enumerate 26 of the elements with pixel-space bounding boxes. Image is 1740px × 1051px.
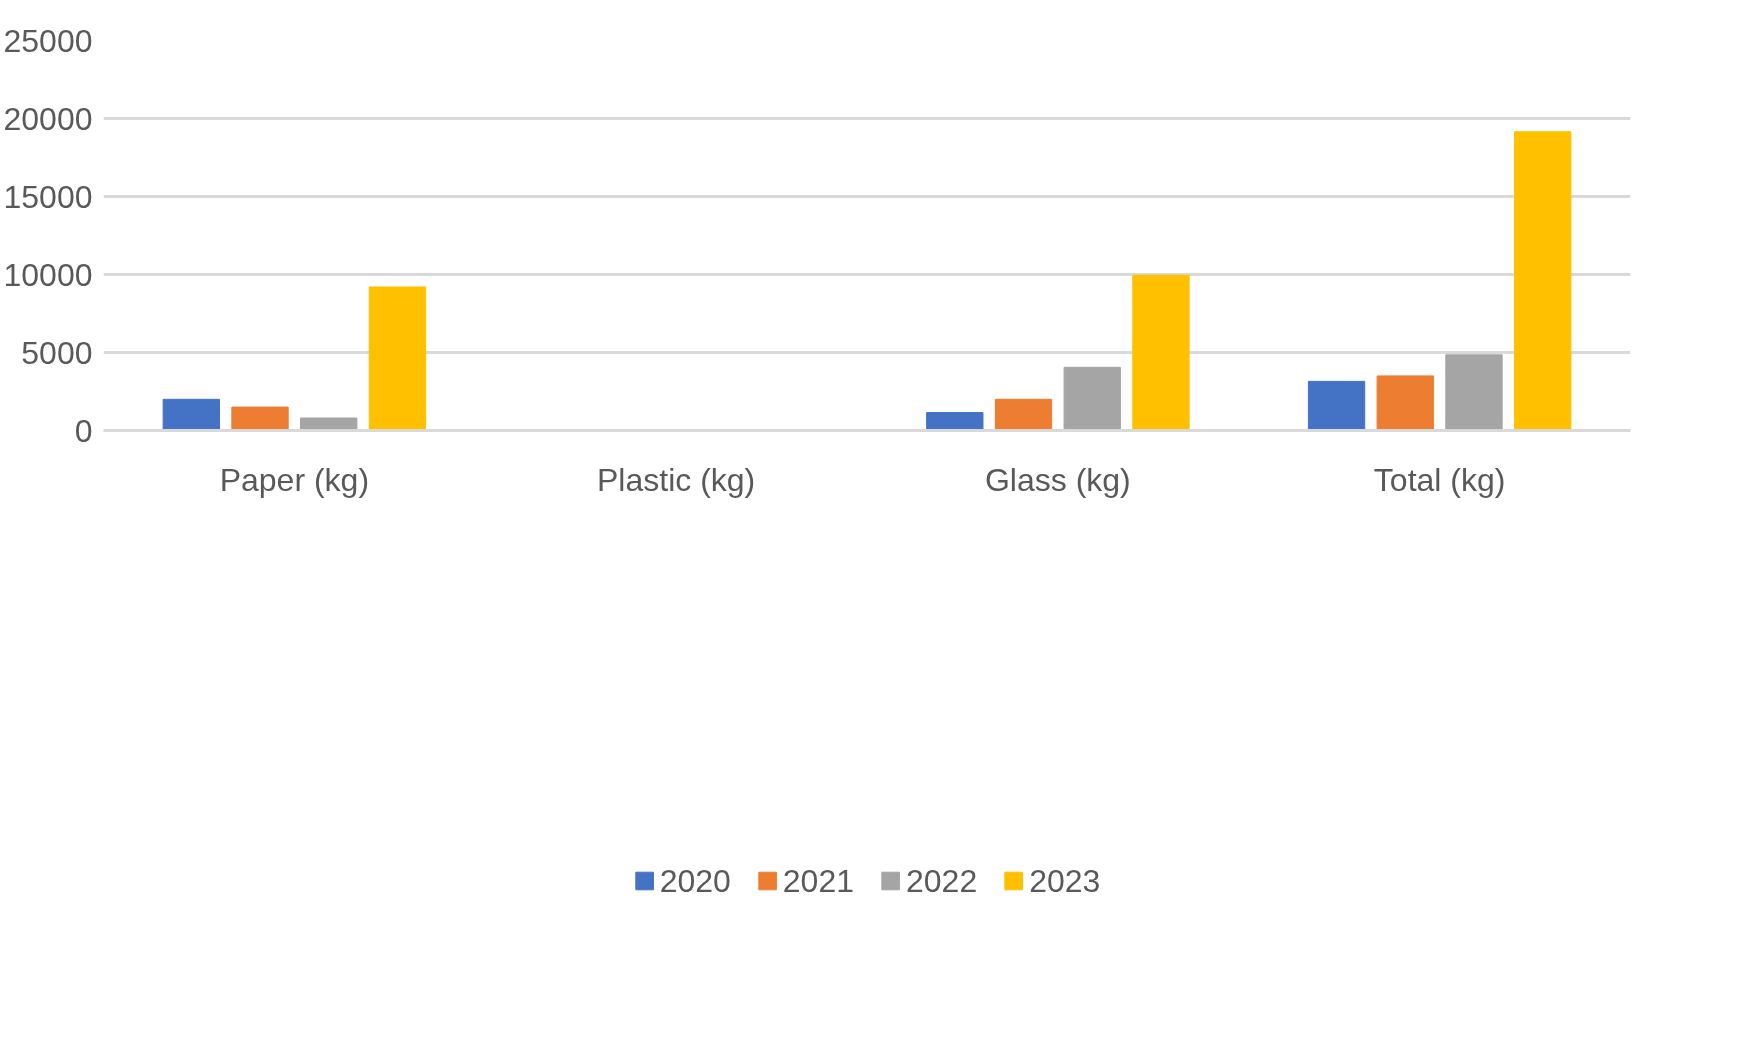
bar (994, 398, 1053, 431)
y-tick-label: 0 (74, 412, 93, 449)
bar (368, 286, 427, 431)
bar (926, 412, 984, 431)
y-tick-label: 15000 (3, 178, 93, 215)
bar (1376, 375, 1434, 431)
y-tick-label: 10000 (3, 256, 93, 293)
y-tick-label: 20000 (3, 100, 93, 137)
legend-label: 2023 (1029, 862, 1101, 900)
bar (1445, 354, 1503, 431)
y-tick-label: 25000 (3, 22, 93, 59)
x-tick-label: Paper (kg) (219, 461, 370, 498)
bar (231, 406, 289, 431)
bar (1063, 366, 1121, 431)
bar (1132, 274, 1190, 431)
legend-label: 2022 (906, 862, 978, 900)
bar (1307, 380, 1366, 431)
legend-label: 2021 (782, 862, 854, 900)
legend-label: 2020 (659, 862, 731, 900)
y-tick-label: 5000 (21, 334, 93, 371)
bar (162, 398, 220, 431)
bar (1514, 131, 1572, 431)
x-tick-label: Total (kg) (1373, 461, 1506, 498)
bar (300, 417, 358, 431)
x-tick-label: Glass (kg) (984, 461, 1131, 498)
x-tick-label: Plastic (kg) (597, 461, 756, 498)
